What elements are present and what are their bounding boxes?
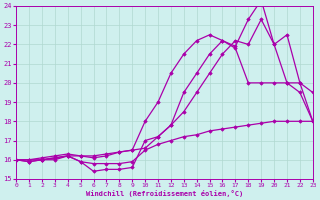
X-axis label: Windchill (Refroidissement éolien,°C): Windchill (Refroidissement éolien,°C) [86, 190, 243, 197]
